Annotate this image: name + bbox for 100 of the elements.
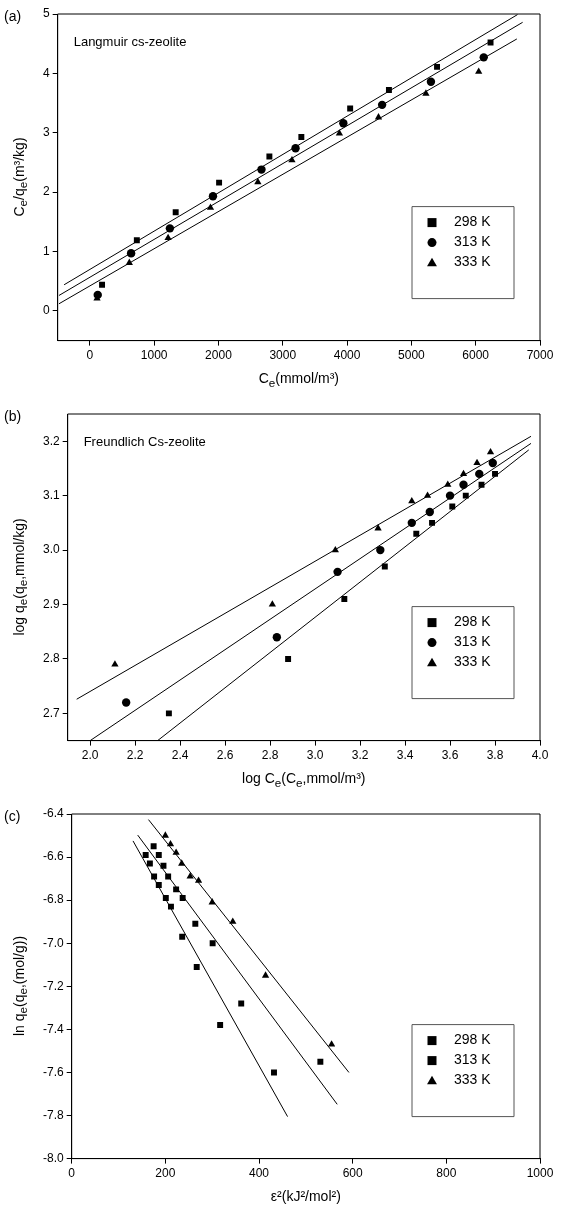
point [166,839,175,847]
point [164,233,172,240]
y-tick-label: -6.6 [42,849,64,864]
point [385,87,392,93]
legend-label: 333 K [454,253,492,270]
point [161,831,169,838]
point [133,237,140,244]
x-tick-label: 200 [155,1166,176,1181]
point [268,600,276,607]
point [327,1040,336,1047]
x-tick-label: 4.0 [531,748,549,763]
point [272,632,282,642]
point [151,873,158,880]
point [150,843,157,850]
point [339,119,348,128]
point [488,458,497,468]
x-tick-label: 0 [86,348,94,363]
text: (b) [4,408,22,424]
annotation: Langmuir cs-zeolite [73,33,187,49]
point [445,491,455,500]
legend-label: 313 K [454,633,492,650]
y-tick-label: -7.4 [42,1021,64,1036]
point [298,133,305,140]
x-axis-title: log C$_{e}$(C$_{e}$,mmol/m³) [242,770,366,789]
point [126,249,136,258]
x-axis-title: C$_{e}$(mmol/m³) [258,370,340,389]
x-tick-label: 2.6 [216,748,234,763]
x-tick-label: 4000 [333,348,361,363]
point [206,203,215,210]
point [155,851,162,858]
annotation: Freundlich Cs-zeolite [83,433,206,449]
point [492,470,498,477]
point [473,458,481,466]
y-tick-label: 2 [42,184,50,199]
point [376,545,385,555]
y-tick-label: 3 [42,125,50,140]
point [285,655,292,662]
point [125,258,133,265]
x-tick-label: 3.0 [306,748,324,763]
point [486,447,495,455]
x-tick-label: 2.0 [81,748,99,763]
y-tick-label: 0 [42,303,50,318]
point [425,507,434,517]
x-tick-label: 6000 [462,348,490,363]
point [444,480,452,487]
y-tick-label: 3.1 [42,487,60,502]
point [271,1069,277,1076]
point [160,862,167,869]
legend-label: 333 K [454,1071,492,1088]
point [257,165,266,174]
y-tick-label: -6.4 [42,806,64,821]
x-tick-label: 3.2 [351,748,369,763]
point [423,491,432,498]
point [179,895,186,901]
point [179,933,186,940]
point [422,89,430,96]
x-tick-label: 800 [436,1166,457,1181]
x-tick-label: 7000 [526,348,554,363]
point [459,480,468,489]
point [459,469,468,476]
point [167,903,174,910]
point [331,545,339,553]
point [121,698,131,707]
point [475,67,483,74]
point [426,77,436,86]
point [178,859,186,866]
legend-label: 313 K [454,1051,492,1068]
point [146,860,153,867]
point [165,873,172,880]
y-tick-label: 3.2 [42,433,60,448]
point [172,209,179,216]
point [449,503,456,510]
point [229,917,237,924]
point [186,872,194,879]
point [193,963,200,970]
point [216,179,223,186]
y-tick-label: -7.8 [42,1107,64,1122]
text: (a) [4,8,22,24]
point [429,519,436,526]
y-tick-label: -7.6 [42,1064,64,1079]
x-axis-title: ε²(kJ²/mol²) [270,1188,341,1204]
legend-label: 313 K [454,233,492,250]
point [333,567,342,577]
point [434,63,441,70]
x-tick-label: 1000 [140,348,168,363]
point [173,886,180,893]
point [162,895,169,901]
y-tick-label: -8.0 [42,1150,64,1165]
legend-label: 298 K [454,213,492,230]
point [381,563,388,570]
point [288,155,296,163]
x-tick-label: 1000 [526,1166,554,1181]
point [93,290,102,300]
point [142,851,149,858]
x-tick-label: 2000 [205,348,233,363]
point [238,1000,245,1007]
point [377,100,387,110]
point [317,1058,324,1065]
point [261,971,270,978]
x-tick-label: 3.8 [486,748,504,763]
